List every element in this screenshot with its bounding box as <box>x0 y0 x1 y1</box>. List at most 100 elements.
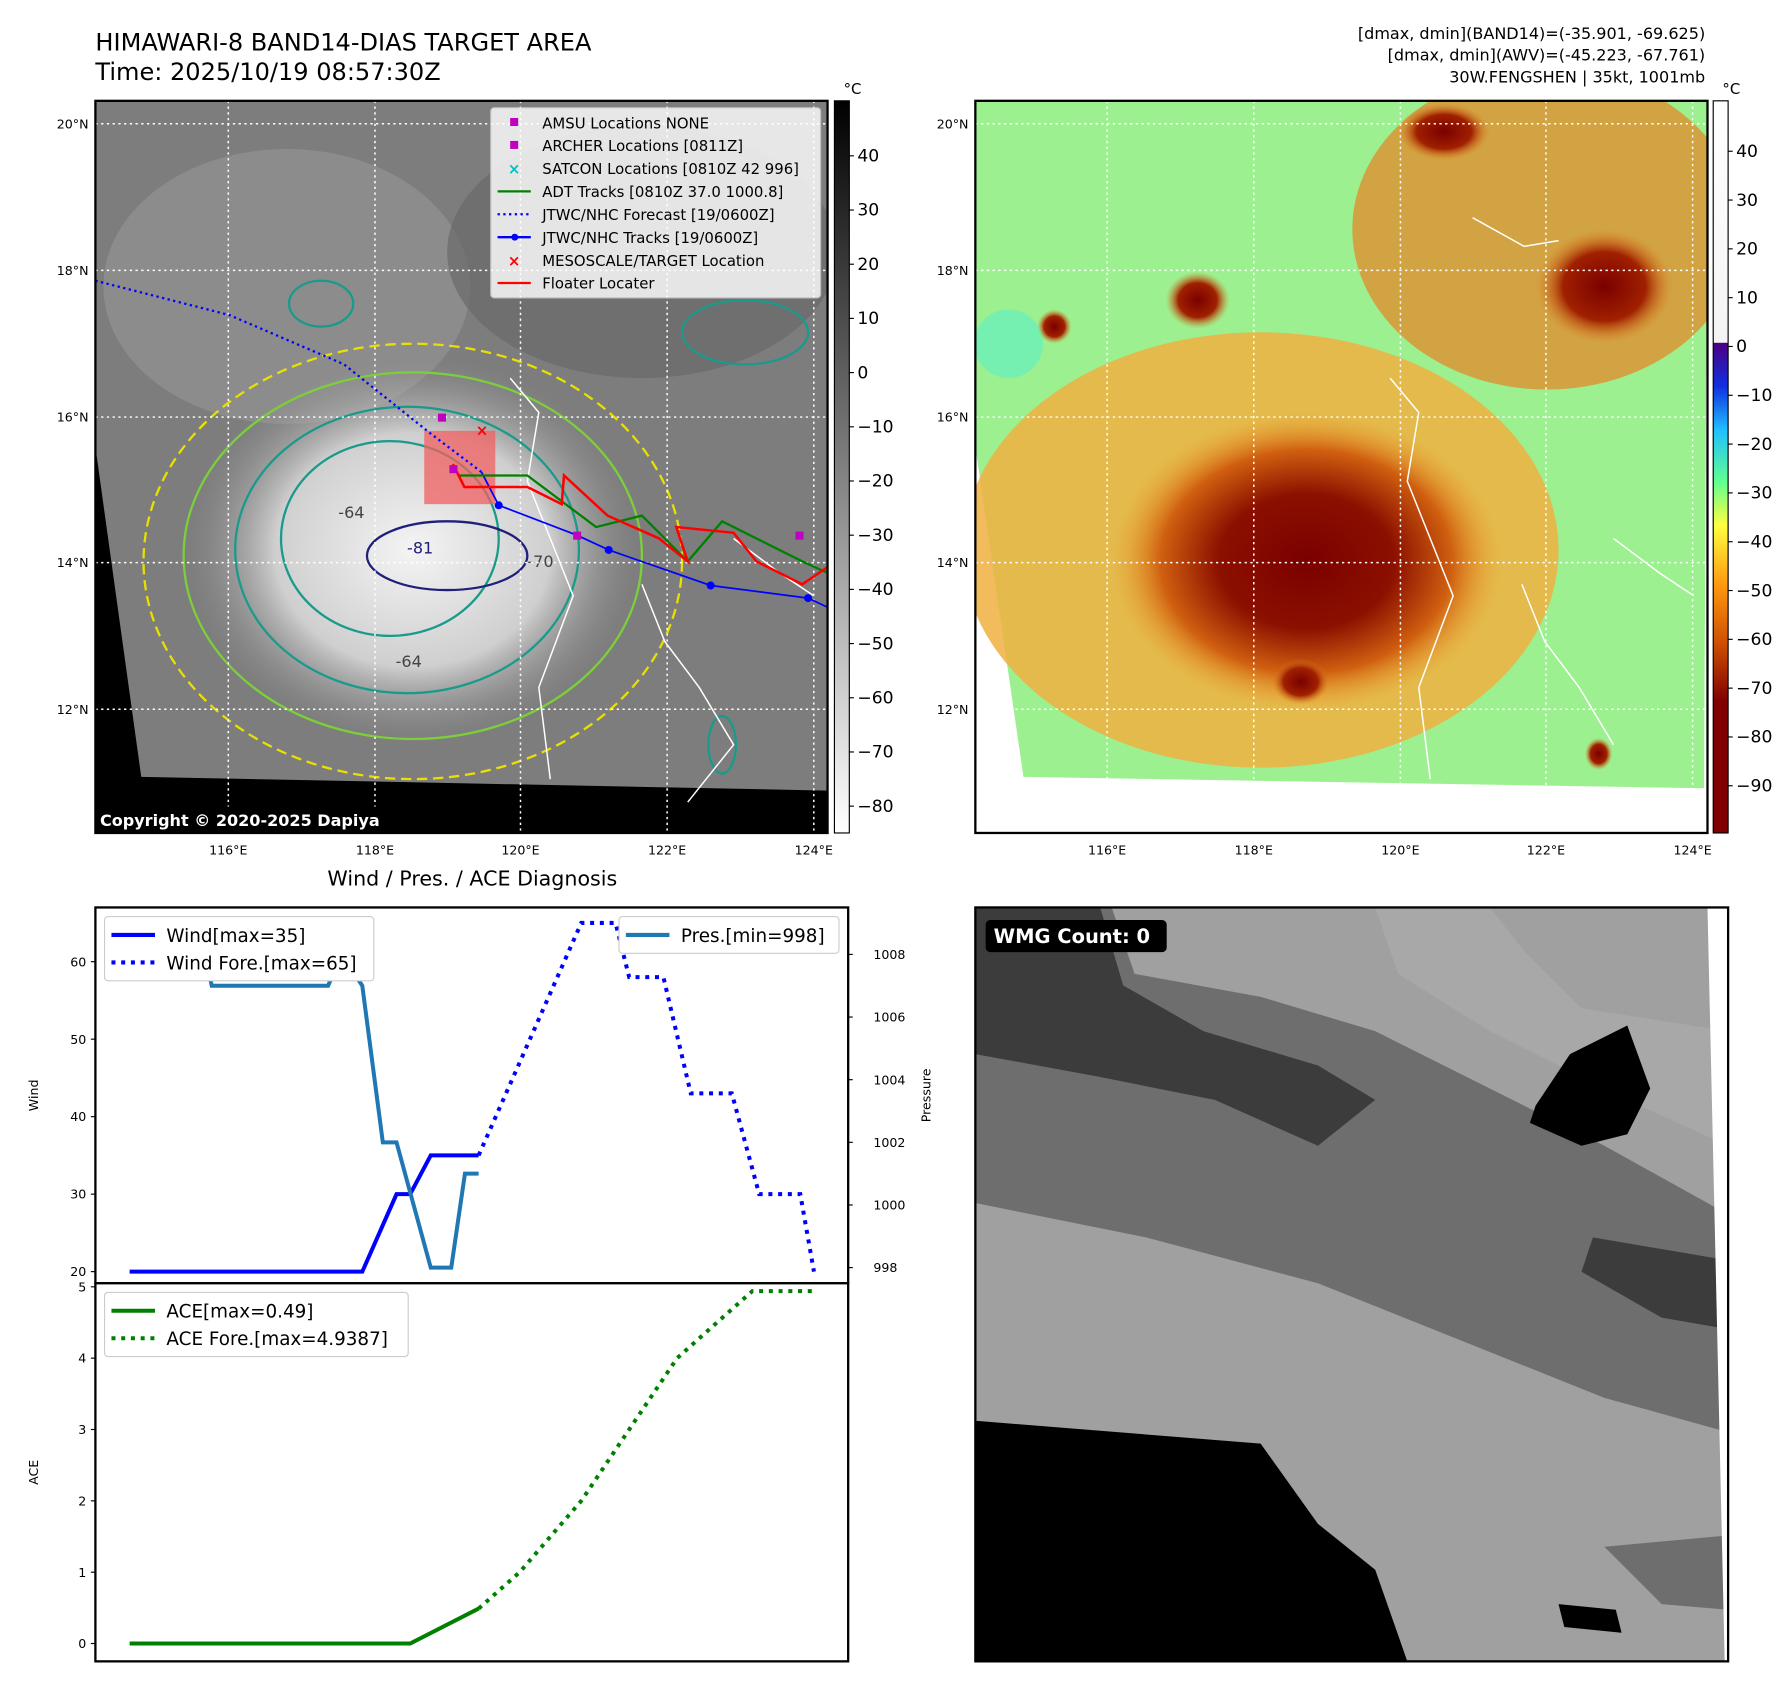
legend-label: Wind[max=35] <box>166 926 305 947</box>
y-tick-label: 30 <box>70 1187 86 1202</box>
contour-label: -64 <box>396 652 422 671</box>
y2-tick-label: 998 <box>873 1260 897 1275</box>
legend-item: × SATCON Locations [0810Z 42 996] <box>508 160 799 178</box>
series-line-wind-fore <box>476 920 816 1272</box>
series-line-ace-fore <box>477 1289 814 1611</box>
y-axis-label: Wind <box>26 1080 41 1112</box>
x-marker-icon: × <box>508 160 520 178</box>
awv-colorbar-unit: °C <box>1722 80 1740 98</box>
y2-axis-label: Pressure <box>919 1068 934 1122</box>
y-tick-label: 5 <box>78 1279 86 1294</box>
lat-label: 14°N <box>57 555 89 570</box>
awv-colorbar-tick: −10 <box>1736 386 1772 406</box>
legend-label: Pres.[min=998] <box>681 926 825 947</box>
legend-label: ACE Fore.[max=4.9387] <box>166 1329 387 1350</box>
legend-label: ARCHER Locations [0811Z] <box>542 137 743 155</box>
ir-colorbar-tick: 0 <box>857 363 868 383</box>
ir-colorbar <box>833 100 850 834</box>
awv-colorbar-tick: 20 <box>1736 240 1758 260</box>
lon-label: 124°E <box>1673 843 1711 858</box>
chart-legend <box>618 916 840 954</box>
figure-time: Time: 2025/10/19 08:57:30Z <box>94 58 440 86</box>
ir-colorbar-tick: −10 <box>857 418 893 438</box>
ir-colorbar-tick: 10 <box>857 309 879 329</box>
ir-colorbar-tick: −80 <box>857 797 893 817</box>
y-tick-label: 20 <box>70 1264 86 1279</box>
awv-colorbar-tick: −60 <box>1736 630 1772 650</box>
archer-marker <box>573 531 582 540</box>
awv-map-frame <box>974 99 1709 835</box>
contour-label: -70 <box>527 552 553 571</box>
ir-legend: AMSU Locations NONE ARCHER Locations [081… <box>490 107 822 299</box>
y-axis-label: ACE <box>26 1460 41 1485</box>
legend-label: ACE[max=0.49] <box>166 1302 313 1323</box>
x-marker-icon: × <box>508 252 520 270</box>
archer-marker <box>795 531 804 540</box>
ir-colorbar-tick: 40 <box>857 147 879 167</box>
ir-colorbar-tick: −20 <box>857 472 893 492</box>
y-tick-label: 2 <box>78 1493 86 1508</box>
chart-legend <box>103 916 375 982</box>
legend-label: AMSU Locations NONE <box>542 114 709 132</box>
ir-colorbar-tick: 20 <box>857 255 879 275</box>
y-tick-label: 0 <box>78 1636 86 1651</box>
lon-label: 120°E <box>1381 843 1419 858</box>
legend-label: ADT Tracks [0810Z 37.0 1000.8] <box>542 183 783 201</box>
ir-map: -64 -81 -64 -70 × AMSU Locations NONE ARC… <box>95 100 828 833</box>
wmg-count: WMG Count: 0 <box>994 925 1150 948</box>
legend-label: Floater Locater <box>542 275 655 293</box>
y-tick-label: 60 <box>70 954 86 969</box>
lat-label: 12°N <box>57 702 89 717</box>
ir-colorbar-tick: 30 <box>857 201 879 221</box>
awv-map <box>975 100 1708 833</box>
lon-label: 122°E <box>648 843 686 858</box>
legend-item: JTWC/NHC Tracks [19/0600Z] <box>497 229 758 247</box>
awv-colorbar-tick: 40 <box>1736 142 1758 162</box>
target-location-marker: × <box>476 421 488 439</box>
awv-colorbar-tick: −80 <box>1736 728 1772 748</box>
ir-map-frame <box>94 99 829 835</box>
awv-colorbar <box>1712 100 1729 834</box>
wmg-panel: WMG Count: 0 <box>975 907 1729 1662</box>
ace-chart: 0 1 2 3 4 5 ACE ACE[max=0.49] ACE Fore.[max=4.93… <box>26 1279 850 1663</box>
awv-core <box>1111 412 1502 711</box>
legend-item: JTWC/NHC Forecast [19/0600Z] <box>497 206 775 224</box>
floater-track <box>451 463 828 586</box>
lat-label: 12°N <box>937 702 969 717</box>
legend-item: Floater Locater <box>497 275 655 293</box>
awv-colorbar-tick: −30 <box>1736 484 1772 504</box>
lon-label: 116°E <box>209 843 247 858</box>
lon-label: 116°E <box>1088 843 1126 858</box>
y-tick-label: 1 <box>78 1565 86 1580</box>
y-tick-label: 40 <box>70 1109 86 1124</box>
awv-range: [dmax, dmin](AWV)=(-45.223, -67.761) <box>1388 46 1706 65</box>
diagnosis-title: Wind / Pres. / ACE Diagnosis <box>327 867 617 891</box>
target-area-box <box>424 430 496 505</box>
contour-label: -81 <box>407 538 433 557</box>
awv-colorbar-tick: 30 <box>1736 191 1758 211</box>
series-line-wind <box>129 1153 479 1274</box>
figure-title: HIMAWARI-8 BAND14-DIAS TARGET AREA <box>95 28 592 56</box>
lat-label: 14°N <box>937 555 969 570</box>
y2-tick-label: 1000 <box>873 1198 905 1213</box>
series-line-ace <box>129 1606 480 1646</box>
lon-label: 120°E <box>501 843 539 858</box>
ir-colorbar-tick: −40 <box>857 580 893 600</box>
chart-legend <box>103 1291 409 1358</box>
ir-colorbar-tick: −60 <box>857 688 893 708</box>
legend-item: × MESOSCALE/TARGET Location <box>508 252 765 270</box>
lon-label: 118°E <box>356 843 394 858</box>
awv-coastline <box>1389 217 1695 780</box>
legend-item: AMSU Locations NONE <box>510 114 709 132</box>
lat-label: 18°N <box>937 263 969 278</box>
ir-colorbar-unit: °C <box>844 80 862 98</box>
adt-track <box>458 474 828 574</box>
band14-range: [dmax, dmin](BAND14)=(-35.901, -69.625) <box>1358 24 1705 43</box>
copyright: Copyright © 2020-2025 Dapiya <box>100 811 380 830</box>
square-marker-icon <box>510 118 519 127</box>
awv-colorbar-tick: −20 <box>1736 435 1772 455</box>
legend-label: JTWC/NHC Forecast [19/0600Z] <box>541 206 774 224</box>
legend-label: MESOSCALE/TARGET Location <box>542 252 764 270</box>
awv-colorbar-tick: −50 <box>1736 581 1772 601</box>
